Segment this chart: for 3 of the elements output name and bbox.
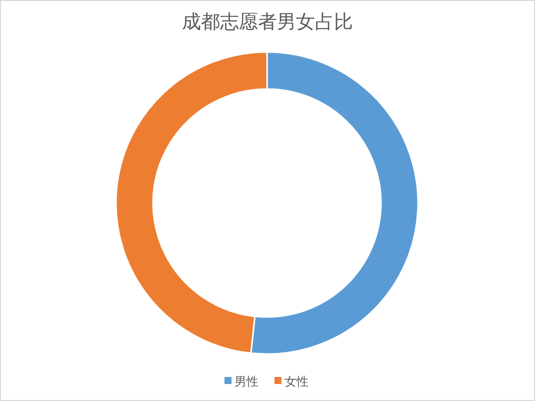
legend-label: 男性 — [234, 374, 258, 388]
chart-title: 成都志愿者男女占比 — [182, 12, 353, 33]
legend-label: 女性 — [284, 374, 308, 388]
